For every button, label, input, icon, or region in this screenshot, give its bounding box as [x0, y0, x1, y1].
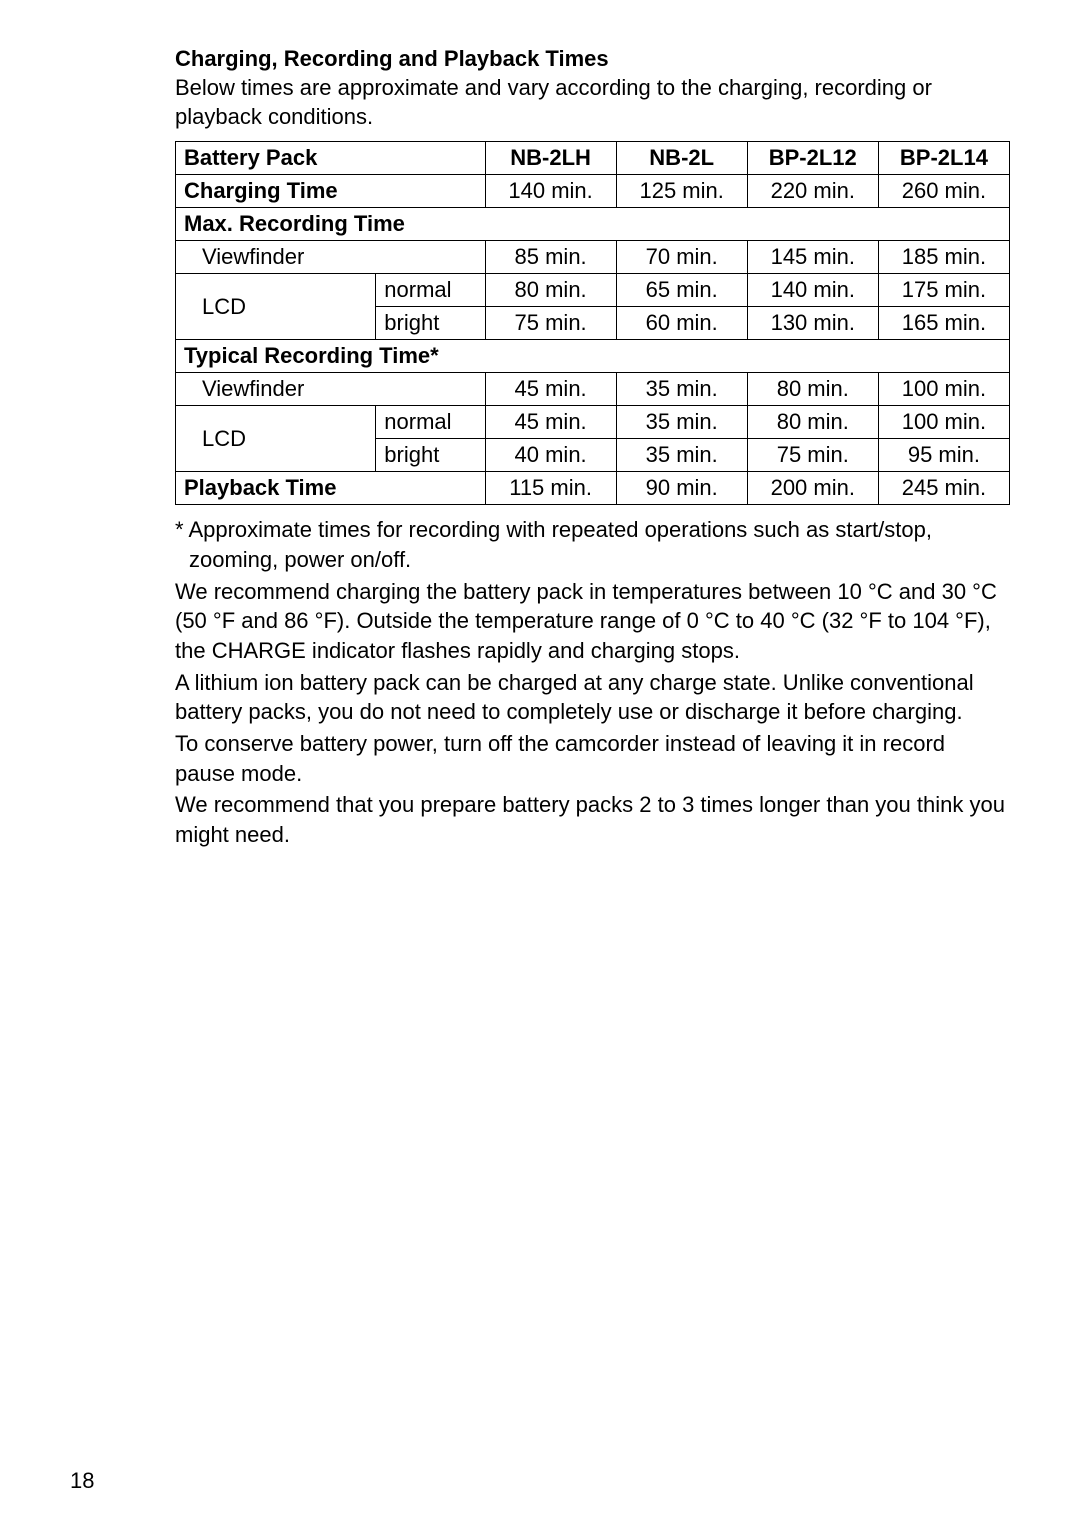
cell: 60 min.	[616, 307, 747, 340]
cell: 115 min.	[485, 472, 616, 505]
cell: 70 min.	[616, 241, 747, 274]
cell: 165 min.	[878, 307, 1009, 340]
max-viewfinder-row: Viewfinder 85 min. 70 min. 145 min. 185 …	[176, 241, 1010, 274]
cell: 45 min.	[485, 406, 616, 439]
typ-viewfinder-row: Viewfinder 45 min. 35 min. 80 min. 100 m…	[176, 373, 1010, 406]
bright-label: bright	[376, 307, 485, 340]
cell: 75 min.	[747, 439, 878, 472]
cell: 95 min.	[878, 439, 1009, 472]
cell: 100 min.	[878, 406, 1009, 439]
cell: 35 min.	[616, 406, 747, 439]
cell: 45 min.	[485, 373, 616, 406]
cell: 35 min.	[616, 439, 747, 472]
charging-row: Charging Time 140 min. 125 min. 220 min.…	[176, 175, 1010, 208]
col-bp2l12: BP-2L12	[747, 142, 878, 175]
lcd-label: LCD	[176, 274, 376, 340]
charging-label: Charging Time	[176, 175, 486, 208]
playback-row: Playback Time 115 min. 90 min. 200 min. …	[176, 472, 1010, 505]
lcd-label: LCD	[176, 406, 376, 472]
cell: 200 min.	[747, 472, 878, 505]
cell: 175 min.	[878, 274, 1009, 307]
typical-recording-label: Typical Recording Time*	[176, 340, 1010, 373]
cell: 220 min.	[747, 175, 878, 208]
intro-text: Below times are approximate and vary acc…	[175, 74, 1010, 131]
cell: 125 min.	[616, 175, 747, 208]
cell: 185 min.	[878, 241, 1009, 274]
battery-pack-label: Battery Pack	[176, 142, 486, 175]
col-bp2l14: BP-2L14	[878, 142, 1009, 175]
battery-table: Battery Pack NB-2LH NB-2L BP-2L12 BP-2L1…	[175, 141, 1010, 505]
cell: 140 min.	[485, 175, 616, 208]
paragraph-4: We recommend that you prepare battery pa…	[175, 790, 1010, 849]
section-heading: Charging, Recording and Playback Times	[175, 46, 1010, 72]
cell: 80 min.	[485, 274, 616, 307]
paragraph-3: To conserve battery power, turn off the …	[175, 729, 1010, 788]
cell: 145 min.	[747, 241, 878, 274]
cell: 100 min.	[878, 373, 1009, 406]
max-lcd-normal-row: LCD normal 80 min. 65 min. 140 min. 175 …	[176, 274, 1010, 307]
col-nb2l: NB-2L	[616, 142, 747, 175]
typical-recording-header: Typical Recording Time*	[176, 340, 1010, 373]
cell: 130 min.	[747, 307, 878, 340]
viewfinder-label: Viewfinder	[176, 241, 486, 274]
footnote: * Approximate times for recording with r…	[175, 515, 1010, 574]
normal-label: normal	[376, 274, 485, 307]
playback-label: Playback Time	[176, 472, 486, 505]
max-recording-label: Max. Recording Time	[176, 208, 1010, 241]
cell: 245 min.	[878, 472, 1009, 505]
max-recording-header: Max. Recording Time	[176, 208, 1010, 241]
cell: 80 min.	[747, 373, 878, 406]
cell: 65 min.	[616, 274, 747, 307]
cell: 90 min.	[616, 472, 747, 505]
cell: 35 min.	[616, 373, 747, 406]
viewfinder-label: Viewfinder	[176, 373, 486, 406]
paragraph-2: A lithium ion battery pack can be charge…	[175, 668, 1010, 727]
cell: 260 min.	[878, 175, 1009, 208]
page-number: 18	[70, 1468, 94, 1494]
table-header-row: Battery Pack NB-2LH NB-2L BP-2L12 BP-2L1…	[176, 142, 1010, 175]
col-nb2lh: NB-2LH	[485, 142, 616, 175]
normal-label: normal	[376, 406, 485, 439]
typ-lcd-normal-row: LCD normal 45 min. 35 min. 80 min. 100 m…	[176, 406, 1010, 439]
cell: 40 min.	[485, 439, 616, 472]
cell: 80 min.	[747, 406, 878, 439]
cell: 75 min.	[485, 307, 616, 340]
cell: 85 min.	[485, 241, 616, 274]
bright-label: bright	[376, 439, 485, 472]
cell: 140 min.	[747, 274, 878, 307]
paragraph-1: We recommend charging the battery pack i…	[175, 577, 1010, 666]
